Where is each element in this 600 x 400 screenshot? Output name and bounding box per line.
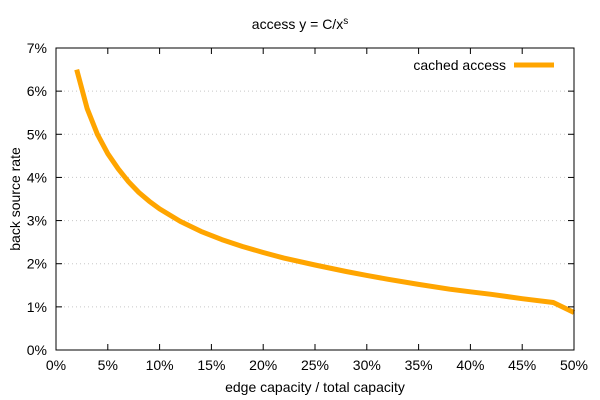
y-tick-label: 5% bbox=[27, 126, 47, 142]
plot-frame bbox=[55, 47, 575, 351]
x-tick-label: 30% bbox=[353, 357, 381, 373]
y-tick-label: 2% bbox=[27, 256, 47, 272]
x-tick-label: 50% bbox=[560, 357, 588, 373]
x-tick-label: 5% bbox=[98, 357, 118, 373]
x-tick-label: 25% bbox=[301, 357, 329, 373]
legend-label-cached-access: cached access bbox=[413, 57, 506, 73]
y-tick-label: 4% bbox=[27, 169, 47, 185]
x-tick-label: 15% bbox=[197, 357, 225, 373]
legend: cached access bbox=[413, 57, 554, 73]
series-layer bbox=[74, 68, 576, 315]
y-axis-label: back source rate bbox=[7, 147, 23, 251]
x-tick-label: 10% bbox=[146, 357, 174, 373]
x-tick-label: 35% bbox=[405, 357, 433, 373]
chart-title-main: access y = C/x bbox=[252, 16, 343, 32]
y-tick-label: 7% bbox=[27, 40, 47, 56]
x-tick-label: 45% bbox=[508, 357, 536, 373]
chart-title: access y = C/xs bbox=[252, 16, 348, 32]
axis-layer bbox=[55, 47, 575, 351]
y-tick-label: 3% bbox=[27, 213, 47, 229]
y-tick-label: 0% bbox=[27, 342, 47, 358]
chart-title-superscript: s bbox=[343, 16, 348, 27]
tick-layer: 0% 1% 2% 3% 4% 5% 6% 7% 0% 5% 10% 15% 20% 25% 30% 35% 40… bbox=[27, 40, 588, 373]
y-tick-label: 1% bbox=[27, 299, 47, 315]
grid-layer bbox=[56, 90, 574, 308]
x-tick-label: 20% bbox=[249, 357, 277, 373]
x-tick-label: 40% bbox=[456, 357, 484, 373]
y-tick-label: 6% bbox=[27, 83, 47, 99]
x-tick-label: 0% bbox=[46, 357, 66, 373]
x-axis-label: edge capacity / total capacity bbox=[225, 379, 405, 395]
series-line-cached-access bbox=[74, 68, 576, 315]
